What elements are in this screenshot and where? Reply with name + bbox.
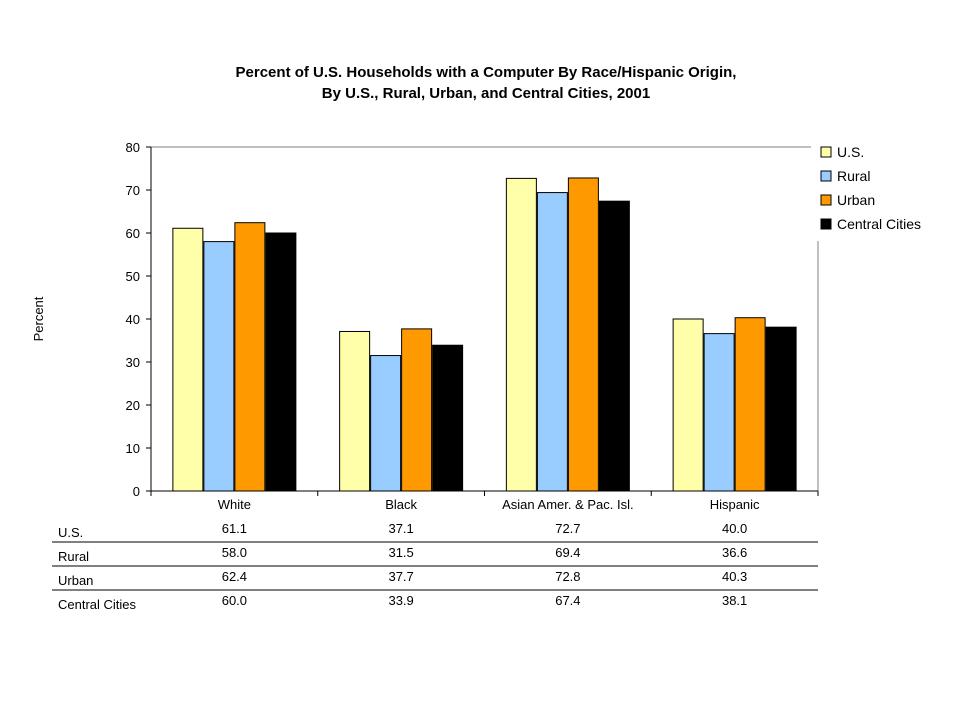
legend-box (811, 139, 937, 241)
y-tick-label: 70 (126, 183, 140, 198)
bar (765, 326, 797, 492)
bar (339, 330, 371, 492)
table-cell: 67.4 (555, 593, 580, 608)
data-table: U.S. 61.1 37.1 72.7 40.0 Rural 58.0 31.5 69.4 36.… (52, 521, 818, 612)
bar (703, 333, 735, 492)
bar (234, 222, 266, 492)
bar (598, 200, 630, 492)
bar (567, 177, 599, 492)
table-cell: 61.1 (222, 521, 247, 536)
table-cell: 33.9 (388, 593, 413, 608)
table-cell: 31.5 (388, 545, 413, 560)
y-tick-label: 30 (126, 355, 140, 370)
bar (172, 227, 204, 492)
chart-title-line: Percent of U.S. Households with a Comput… (236, 64, 737, 81)
bar (432, 344, 464, 492)
y-axis-label: Percent (31, 296, 46, 341)
x-axis-categories: White Black Asian Amer. & Pac. Isl. Hispani… (150, 490, 819, 512)
table-cell: 60.0 (222, 593, 247, 608)
legend-label: Urban (837, 192, 875, 208)
legend-label: U.S. (837, 144, 864, 160)
table-cell: 37.1 (388, 521, 413, 536)
legend-swatch (820, 170, 832, 182)
legend-swatch (820, 218, 832, 230)
table-cell: 69.4 (555, 545, 580, 560)
y-tick-label: 40 (126, 312, 140, 327)
bar (536, 192, 568, 492)
table-cell: 36.6 (722, 545, 747, 560)
legend-label: Central Cities (837, 216, 921, 232)
x-category-label: Hispanic (710, 497, 760, 512)
legend-label: Rural (837, 168, 870, 184)
y-tick-label: 0 (133, 484, 140, 499)
table-cell: 40.3 (722, 569, 747, 584)
y-tick-label: 20 (126, 398, 140, 413)
bar (401, 328, 433, 492)
bar (370, 355, 402, 492)
y-tick-label: 50 (126, 269, 140, 284)
table-cell: 72.7 (555, 521, 580, 536)
bar (505, 177, 537, 492)
table-row-label: Urban (58, 573, 93, 588)
table-cell: 58.0 (222, 545, 247, 560)
table-row-label: Central Cities (58, 597, 137, 612)
chart-title-line: By U.S., Rural, Urban, and Central Citie… (322, 85, 650, 102)
bar (265, 232, 297, 492)
x-category-label: White (218, 497, 251, 512)
y-tick-label: 60 (126, 226, 140, 241)
table-cell: 62.4 (222, 569, 247, 584)
bar (734, 317, 766, 492)
y-tick-label: 80 (126, 140, 140, 155)
x-category-label: Asian Amer. & Pac. Isl. (502, 497, 634, 512)
legend: U.S. Rural Urban Central Cities (811, 139, 937, 241)
chart-title: Percent of U.S. Households with a Comput… (236, 64, 737, 102)
table-cell: 40.0 (722, 521, 747, 536)
bar (203, 241, 235, 492)
y-tick-label: 10 (126, 441, 140, 456)
table-row-label: Rural (58, 549, 89, 564)
table-cell: 38.1 (722, 593, 747, 608)
table-row-label: U.S. (58, 525, 83, 540)
bar (672, 318, 704, 492)
table-cell: 72.8 (555, 569, 580, 584)
legend-swatch (820, 146, 832, 158)
y-axis: 0 10 20 30 40 50 60 70 80 (126, 140, 152, 499)
legend-swatch (820, 194, 832, 206)
x-category-label: Black (385, 497, 417, 512)
table-cell: 37.7 (388, 569, 413, 584)
